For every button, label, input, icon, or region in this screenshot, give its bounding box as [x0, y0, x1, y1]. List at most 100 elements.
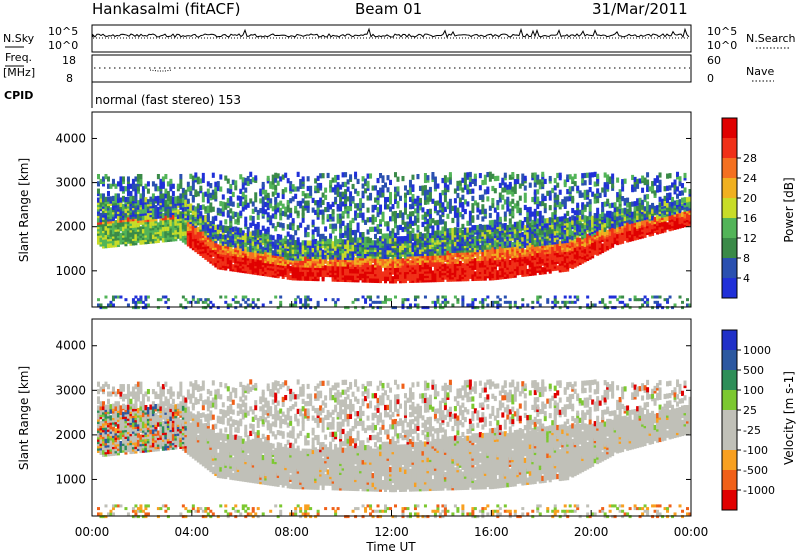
power-cell: [433, 230, 437, 236]
power-cell: [381, 233, 385, 239]
power-cell: [104, 306, 108, 310]
power-cell: [428, 191, 432, 197]
power-cell: [261, 303, 265, 307]
power-cell: [226, 259, 230, 265]
power-cell: [269, 198, 273, 204]
power-cell: [346, 248, 350, 254]
power-cell: [96, 197, 100, 203]
power-cell: [196, 203, 200, 209]
power-cell: [139, 300, 143, 304]
power-cell: [433, 306, 437, 310]
power-cell: [316, 300, 320, 304]
power-cell: [483, 257, 487, 264]
power-cell: [379, 187, 383, 193]
power-cell: [386, 187, 390, 193]
power-cell: [331, 241, 335, 247]
power-cell: [438, 214, 442, 220]
power-cell: [179, 173, 183, 180]
power-cell: [171, 203, 175, 209]
power-cell: [129, 196, 133, 202]
power-cell: [106, 176, 110, 182]
power-cell: [326, 172, 330, 179]
power-cell: [229, 303, 233, 307]
power-cell: [331, 177, 335, 183]
noise-panel: N.Sky 10^5 10^0 10^5 10^0 N.Search: [3, 24, 796, 53]
power-cell: [441, 295, 445, 299]
power-cell: [211, 216, 215, 222]
power-cell: [511, 210, 515, 217]
power-cell: [349, 174, 353, 180]
power-cell: [581, 173, 585, 179]
power-cell: [184, 199, 188, 205]
power-cell: [466, 201, 470, 207]
power-cell: [591, 191, 595, 197]
power-cell: [171, 214, 175, 220]
power-cell: [119, 197, 123, 203]
power-cell: [576, 236, 580, 243]
power-cell: [346, 306, 350, 310]
power-cell: [121, 203, 125, 210]
power-cell: [483, 224, 487, 230]
power-cell: [104, 205, 108, 211]
power-cell: [578, 209, 582, 215]
power-cell: [171, 196, 175, 202]
power-cell: [581, 214, 585, 220]
power-cell: [521, 303, 525, 307]
power-cell: [478, 244, 482, 250]
power-cell: [239, 247, 243, 253]
power-cell: [369, 298, 373, 302]
power-cell: [136, 306, 140, 310]
power-cell: [269, 215, 273, 221]
power-cell: [314, 200, 318, 206]
power-cell: [376, 228, 380, 235]
power-cell: [586, 233, 590, 239]
power-cell: [403, 271, 407, 277]
power-cell: [306, 193, 310, 199]
power-cell: [528, 242, 532, 248]
power-cell: [281, 260, 285, 266]
power-cell: [179, 183, 183, 189]
power-cell: [126, 176, 130, 182]
power-cell: [261, 189, 265, 195]
power-cell: [426, 255, 430, 261]
power-cell: [96, 181, 100, 187]
power-cell: [284, 238, 288, 245]
power-cell: [244, 255, 248, 261]
power-cell: [106, 303, 110, 307]
power-cell: [159, 193, 163, 199]
power-cell: [566, 237, 570, 243]
power-cell: [588, 219, 592, 225]
power-cell: [269, 300, 273, 304]
power-cell: [556, 172, 560, 179]
power-cell: [201, 306, 205, 310]
power-cell: [436, 298, 440, 302]
power-cell: [336, 239, 340, 245]
power-cell: [251, 258, 255, 264]
power-cell: [171, 227, 175, 233]
power-cell: [441, 207, 445, 213]
power-cell: [461, 262, 465, 269]
power-cell: [491, 202, 495, 209]
power-cell: [411, 184, 415, 190]
power-cell: [239, 196, 243, 202]
power-cell: [391, 203, 395, 210]
power-cell: [366, 195, 370, 201]
power-cell: [473, 271, 477, 277]
power-cell: [369, 303, 373, 307]
power-cell: [431, 218, 435, 224]
power-cell: [406, 242, 410, 248]
power-cell: [578, 306, 582, 310]
power-cell: [393, 193, 397, 200]
power-cell: [99, 178, 103, 185]
power-cell: [406, 189, 410, 196]
power-cell: [216, 262, 220, 268]
power-cell: [538, 240, 542, 247]
power-cell: [379, 204, 383, 210]
power-cell: [281, 203, 285, 209]
power-cell: [374, 216, 378, 223]
power-cell: [346, 186, 350, 192]
power-cell: [96, 303, 100, 307]
power-cell: [468, 267, 472, 273]
power-cell: [109, 183, 113, 189]
power-cell: [286, 263, 290, 269]
